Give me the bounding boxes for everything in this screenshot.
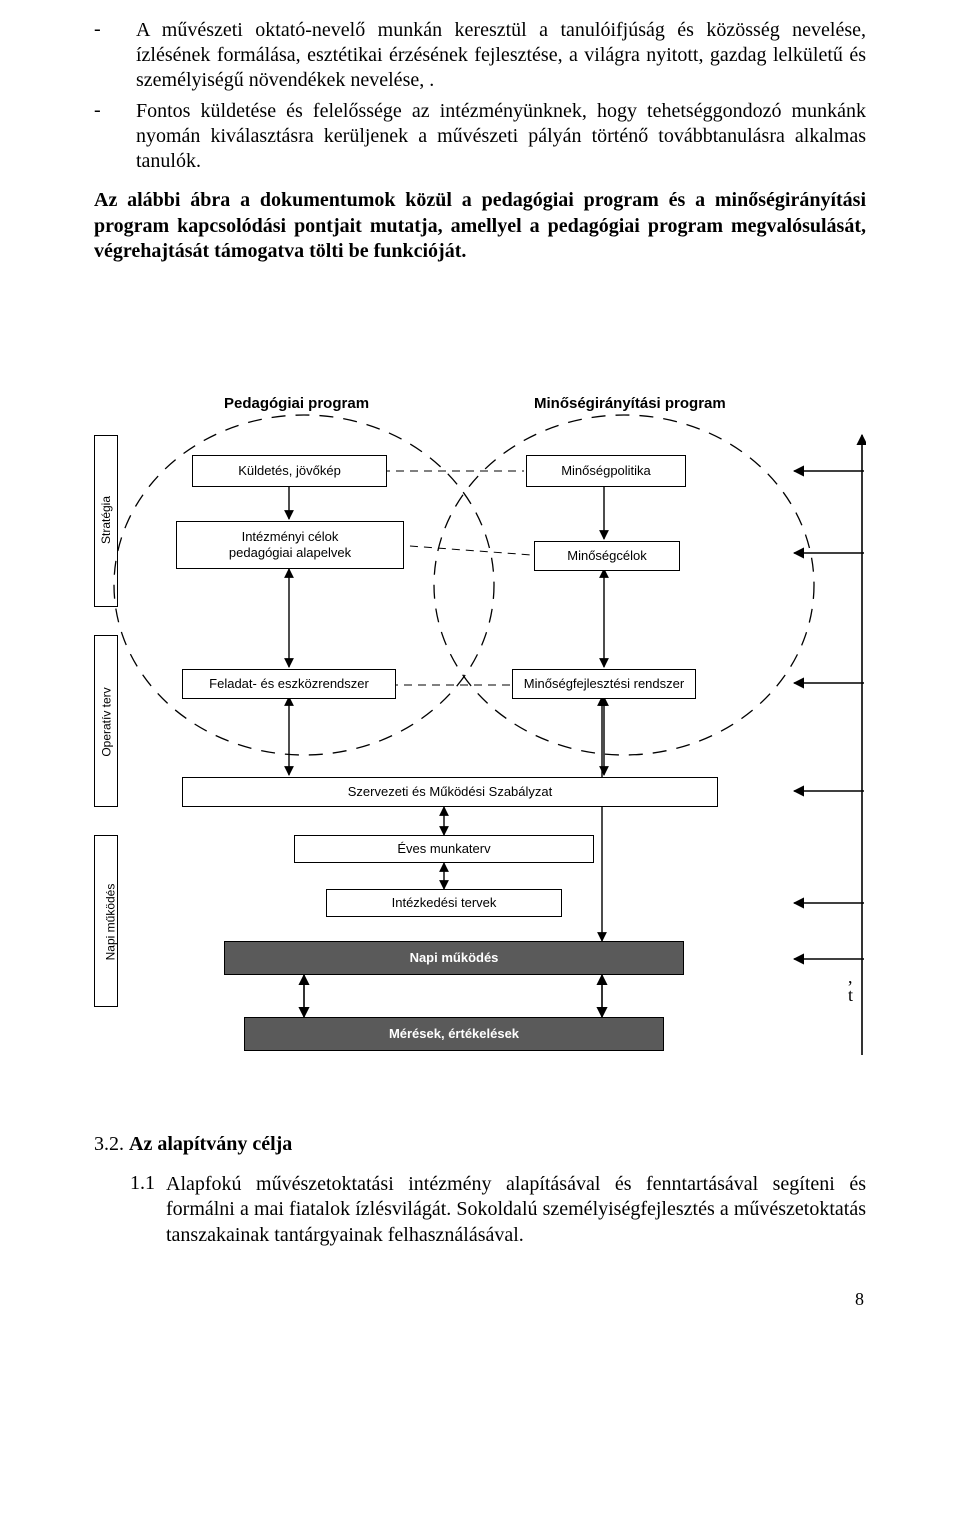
bullet-item: - Fontos küldetése és felelőssége az int… [94, 99, 866, 174]
node-mincel: Minőségcélok [534, 541, 680, 571]
node-meres: Mérések, értékelések [244, 1017, 664, 1051]
node-szmsz: Szervezeti és Működési Szabályzat [182, 777, 718, 807]
node-intezk: Intézkedési tervek [326, 889, 562, 917]
bold-paragraph: Az alábbi ábra a dokumentumok közül a pe… [94, 188, 866, 265]
bullet-text: A művészeti oktató-nevelő munkán kereszt… [136, 18, 866, 93]
diagram: Stratégia Operatív terv Napi működés Ped… [94, 395, 866, 1115]
node-feladat: Feladat- és eszközrendszer [182, 669, 396, 699]
numbered-lead: 1.1 [130, 1172, 166, 1249]
stray-mark: t [848, 985, 853, 1006]
numbered-text: Alapfokú művészetoktatási intézmény alap… [166, 1172, 866, 1249]
section-number: 3.2. [94, 1133, 124, 1155]
bullet-marker: - [94, 99, 136, 174]
node-eves: Éves munkaterv [294, 835, 594, 863]
bullet-marker: - [94, 18, 136, 93]
diagram-svg [94, 395, 866, 1115]
node-napi: Napi működés [224, 941, 684, 975]
node-minfejl: Minőségfejlesztési rendszer [512, 669, 696, 699]
page-number: 8 [94, 1289, 866, 1310]
section-heading: 3.2. Az alapítvány célja [94, 1133, 866, 1156]
bullet-item: - A művészeti oktató-nevelő munkán keres… [94, 18, 866, 93]
section-title: Az alapítvány célja [129, 1133, 292, 1155]
numbered-item: 1.1 Alapfokú művészetoktatási intézmény … [130, 1172, 866, 1249]
node-intezmenyi: Intézményi célok pedagógiai alapelvek [176, 521, 404, 569]
node-kuldetes: Küldetés, jövőkép [192, 455, 387, 487]
node-minpol: Minőségpolitika [526, 455, 686, 487]
bullet-text: Fontos küldetése és felelőssége az intéz… [136, 99, 866, 174]
